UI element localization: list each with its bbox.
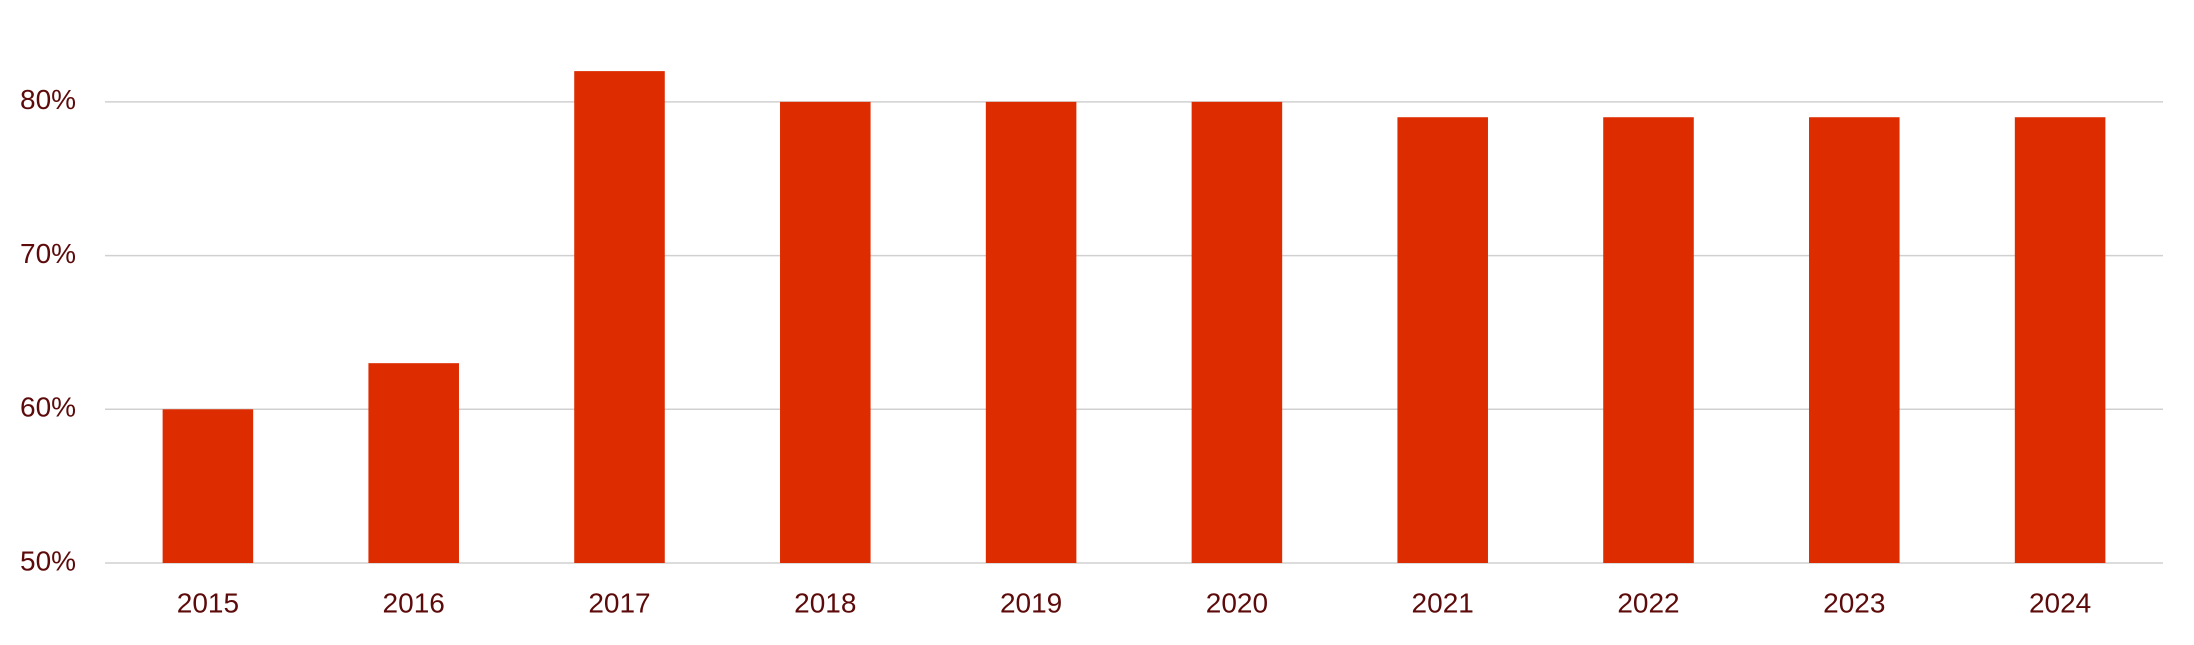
x-tick-label: 2022	[1617, 587, 1679, 618]
y-tick-label: 70%	[20, 238, 76, 269]
x-tick-label: 2018	[794, 587, 856, 618]
bar	[574, 71, 665, 563]
x-tick-label: 2015	[177, 587, 239, 618]
x-tick-label: 2017	[588, 587, 650, 618]
y-tick-label: 80%	[20, 84, 76, 115]
bar	[780, 101, 871, 563]
x-tick-label: 2016	[383, 587, 445, 618]
x-tick-label: 2024	[2029, 587, 2091, 618]
bar	[368, 363, 459, 563]
y-tick-label: 60%	[20, 392, 76, 423]
bar	[985, 101, 1077, 563]
bar	[162, 409, 254, 563]
x-tick-label: 2023	[1823, 587, 1885, 618]
x-tick-label: 2019	[1000, 587, 1062, 618]
y-tick-label: 50%	[20, 545, 76, 576]
bar	[2014, 117, 2106, 563]
x-tick-label: 2020	[1206, 587, 1268, 618]
bar	[1191, 101, 1283, 563]
bar	[1809, 117, 1900, 563]
x-tick-label: 2021	[1412, 587, 1474, 618]
bar	[1603, 117, 1694, 563]
bar	[1397, 117, 1488, 563]
